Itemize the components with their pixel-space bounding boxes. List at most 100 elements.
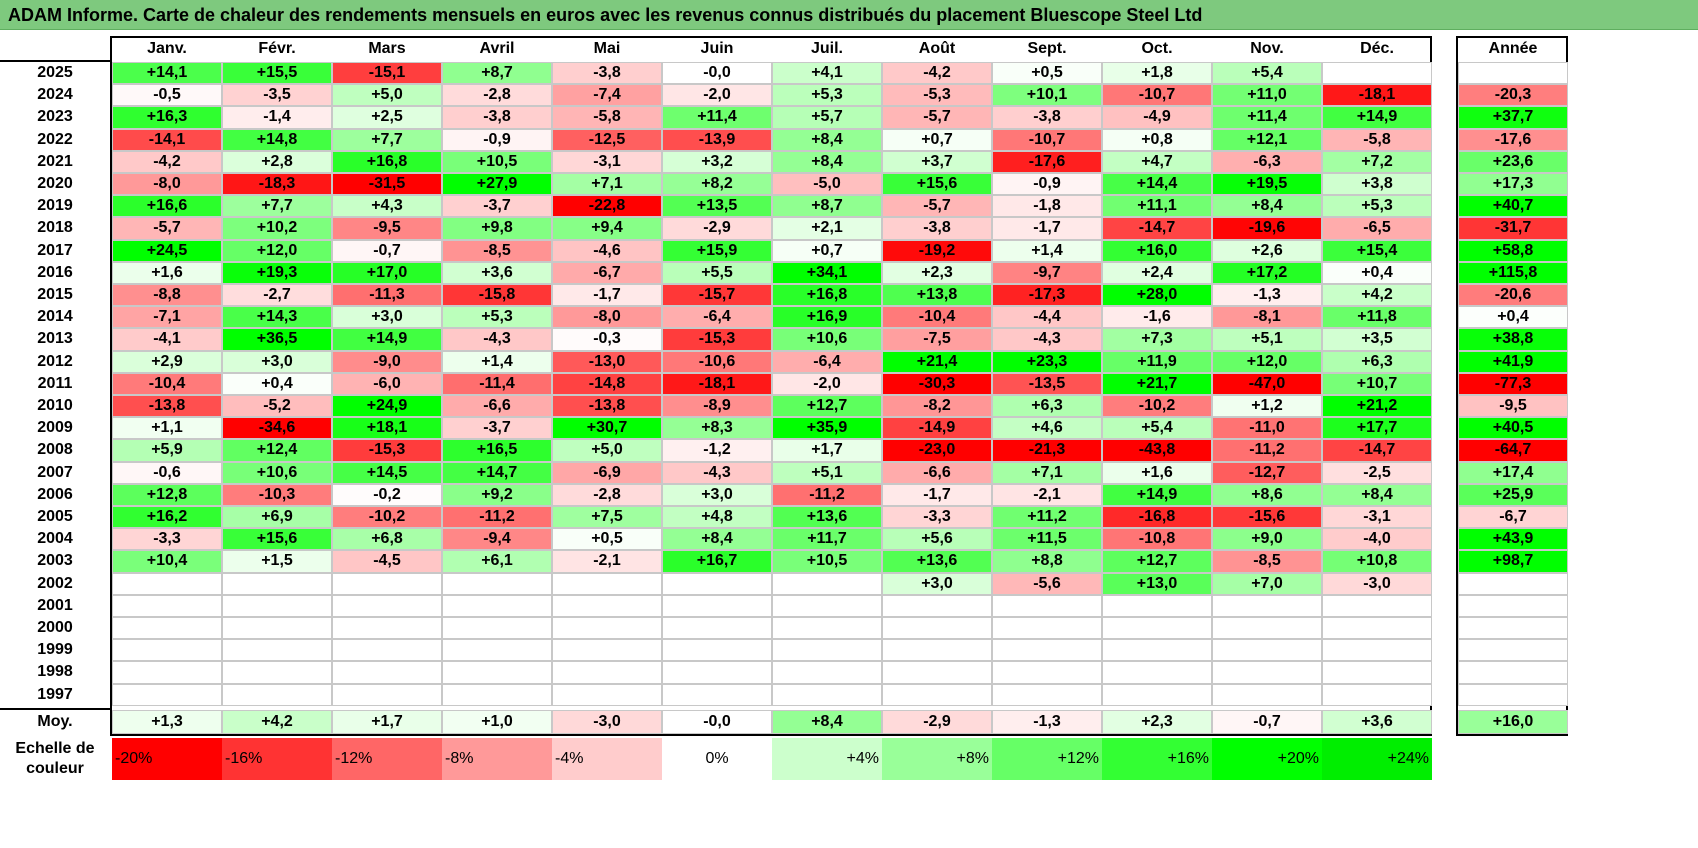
average-annual-cell: +16,0 [1458,709,1568,734]
heatmap-cell: +1,6 [112,261,222,284]
annual-cell: +23,6 [1458,150,1568,173]
month-header: Avril [479,40,515,57]
heatmap-cell [662,594,772,617]
heatmap-cell: -4,4 [992,306,1102,329]
average-cell: -0,0 [662,709,772,734]
heatmap-cell: +9,2 [442,483,552,506]
annual-cell: +17,4 [1458,461,1568,484]
heatmap-cell: -8,2 [882,395,992,418]
heatmap-cell: +0,4 [1322,261,1432,284]
heatmap-cell: -5,7 [882,195,992,218]
heatmap-cell: -34,6 [222,417,332,440]
heatmap-cell [1102,617,1212,640]
heatmap-cell: -2,8 [552,483,662,506]
heatmap-cell: +17,0 [332,261,442,284]
heatmap-cell: +17,2 [1212,261,1322,284]
color-scale-stop: -16% [222,738,332,780]
heatmap-cell: +8,7 [442,62,552,85]
heatmap-cell: -3,8 [882,217,992,240]
heatmap-cell: +1,8 [1102,62,1212,85]
year-label: 2022 [37,130,73,148]
heatmap-cell: -17,6 [992,150,1102,173]
heatmap-cell: +11,2 [992,506,1102,529]
heatmap-cell: +14,9 [1102,483,1212,506]
heatmap-cell: -6,9 [552,461,662,484]
heatmap-cell: +10,6 [772,328,882,351]
year-label: 2017 [37,241,73,259]
heatmap-cell: +16,8 [772,284,882,307]
heatmap-cell: -2,1 [552,550,662,573]
heatmap-cell [772,661,882,684]
year-label: 2018 [37,219,73,237]
heatmap-cell: +1,5 [222,550,332,573]
month-header: Juil. [810,40,843,57]
heatmap-cell: +8,4 [1212,195,1322,218]
heatmap-cell: -1,7 [552,284,662,307]
heatmap-cell: +8,4 [772,128,882,151]
year-total-header: Année [1488,40,1538,57]
heatmap-cell: +34,1 [772,261,882,284]
heatmap-cell [662,661,772,684]
heatmap-cell [112,572,222,595]
heatmap-cell: -5,7 [882,106,992,129]
heatmap-cell: +8,2 [662,173,772,196]
heatmap-cell [552,572,662,595]
heatmap-cell: -1,8 [992,195,1102,218]
heatmap-cell: +14,4 [1102,173,1212,196]
average-cell: +1,0 [442,709,552,734]
heatmap-cell: -8,1 [1212,306,1322,329]
heatmap-cell: -1,6 [1102,306,1212,329]
annual-cell [1458,639,1568,662]
heatmap-cell [552,683,662,706]
annual-cell: -31,7 [1458,217,1568,240]
heatmap-cell [1212,639,1322,662]
heatmap-cell: +2,9 [112,350,222,373]
heatmap-cell: -2,9 [662,217,772,240]
heatmap-cell: +8,6 [1212,483,1322,506]
heatmap-cell [662,617,772,640]
heatmap-cell: +16,5 [442,439,552,462]
year-label: 2009 [37,419,73,437]
heatmap-cell: +4,7 [1102,150,1212,173]
heatmap-cell: -0,3 [552,328,662,351]
year-label: 2005 [37,508,73,526]
heatmap-cell: -13,8 [112,395,222,418]
heatmap-cell: +16,0 [1102,239,1212,262]
heatmap-cell: -5,8 [552,106,662,129]
heatmap-cell [112,594,222,617]
heatmap-cell: +5,3 [442,306,552,329]
heatmap-cell: -4,9 [1102,106,1212,129]
heatmap-cell: +14,5 [332,461,442,484]
heatmap-cell: -31,5 [332,173,442,196]
heatmap-cell [332,594,442,617]
heatmap-cell: +15,6 [222,528,332,551]
heatmap-cell: +11,5 [992,528,1102,551]
heatmap-cell: +17,7 [1322,417,1432,440]
heatmap-cell [1102,594,1212,617]
heatmap-cell: +8,4 [772,150,882,173]
heatmap-cell: -3,7 [442,417,552,440]
heatmap-cell: +10,6 [222,461,332,484]
color-scale-stop: +4% [772,738,882,780]
heatmap-cell: -2,7 [222,284,332,307]
heatmap-cell: -4,2 [882,62,992,85]
heatmap-cell: -6,3 [1212,150,1322,173]
heatmap-cell [332,617,442,640]
average-cell: +1,3 [112,709,222,734]
heatmap-cell: -11,0 [1212,417,1322,440]
heatmap-cell: -0,6 [112,461,222,484]
heatmap-cell: +14,7 [442,461,552,484]
year-label: 1997 [37,685,73,703]
heatmap-cell: +5,4 [1102,417,1212,440]
heatmap-cell: +3,0 [882,572,992,595]
heatmap-cell: -15,6 [1212,506,1322,529]
heatmap-cell: -2,5 [1322,461,1432,484]
heatmap-cell [882,639,992,662]
heatmap-cell: -3,3 [882,506,992,529]
annual-cell: +40,7 [1458,195,1568,218]
heatmap-cell: -4,6 [552,239,662,262]
heatmap-cell: -6,6 [882,461,992,484]
heatmap-cell [222,683,332,706]
heatmap-cell: +4,8 [662,506,772,529]
year-label: 2021 [37,152,73,170]
